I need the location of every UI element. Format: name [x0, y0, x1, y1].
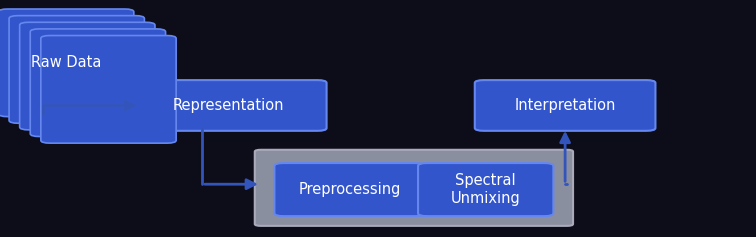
FancyBboxPatch shape — [0, 9, 134, 117]
Text: Raw Data: Raw Data — [31, 55, 101, 70]
Text: Preprocessing: Preprocessing — [299, 182, 401, 197]
Text: Representation: Representation — [173, 98, 284, 113]
FancyBboxPatch shape — [255, 150, 573, 226]
FancyBboxPatch shape — [9, 16, 144, 123]
Text: Interpretation: Interpretation — [514, 98, 616, 113]
FancyBboxPatch shape — [41, 36, 176, 143]
FancyBboxPatch shape — [274, 163, 425, 216]
FancyBboxPatch shape — [30, 29, 166, 137]
FancyBboxPatch shape — [418, 163, 553, 216]
Text: Spectral
Unmixing: Spectral Unmixing — [451, 173, 521, 206]
FancyBboxPatch shape — [20, 22, 155, 130]
FancyBboxPatch shape — [131, 80, 327, 131]
FancyBboxPatch shape — [475, 80, 655, 131]
